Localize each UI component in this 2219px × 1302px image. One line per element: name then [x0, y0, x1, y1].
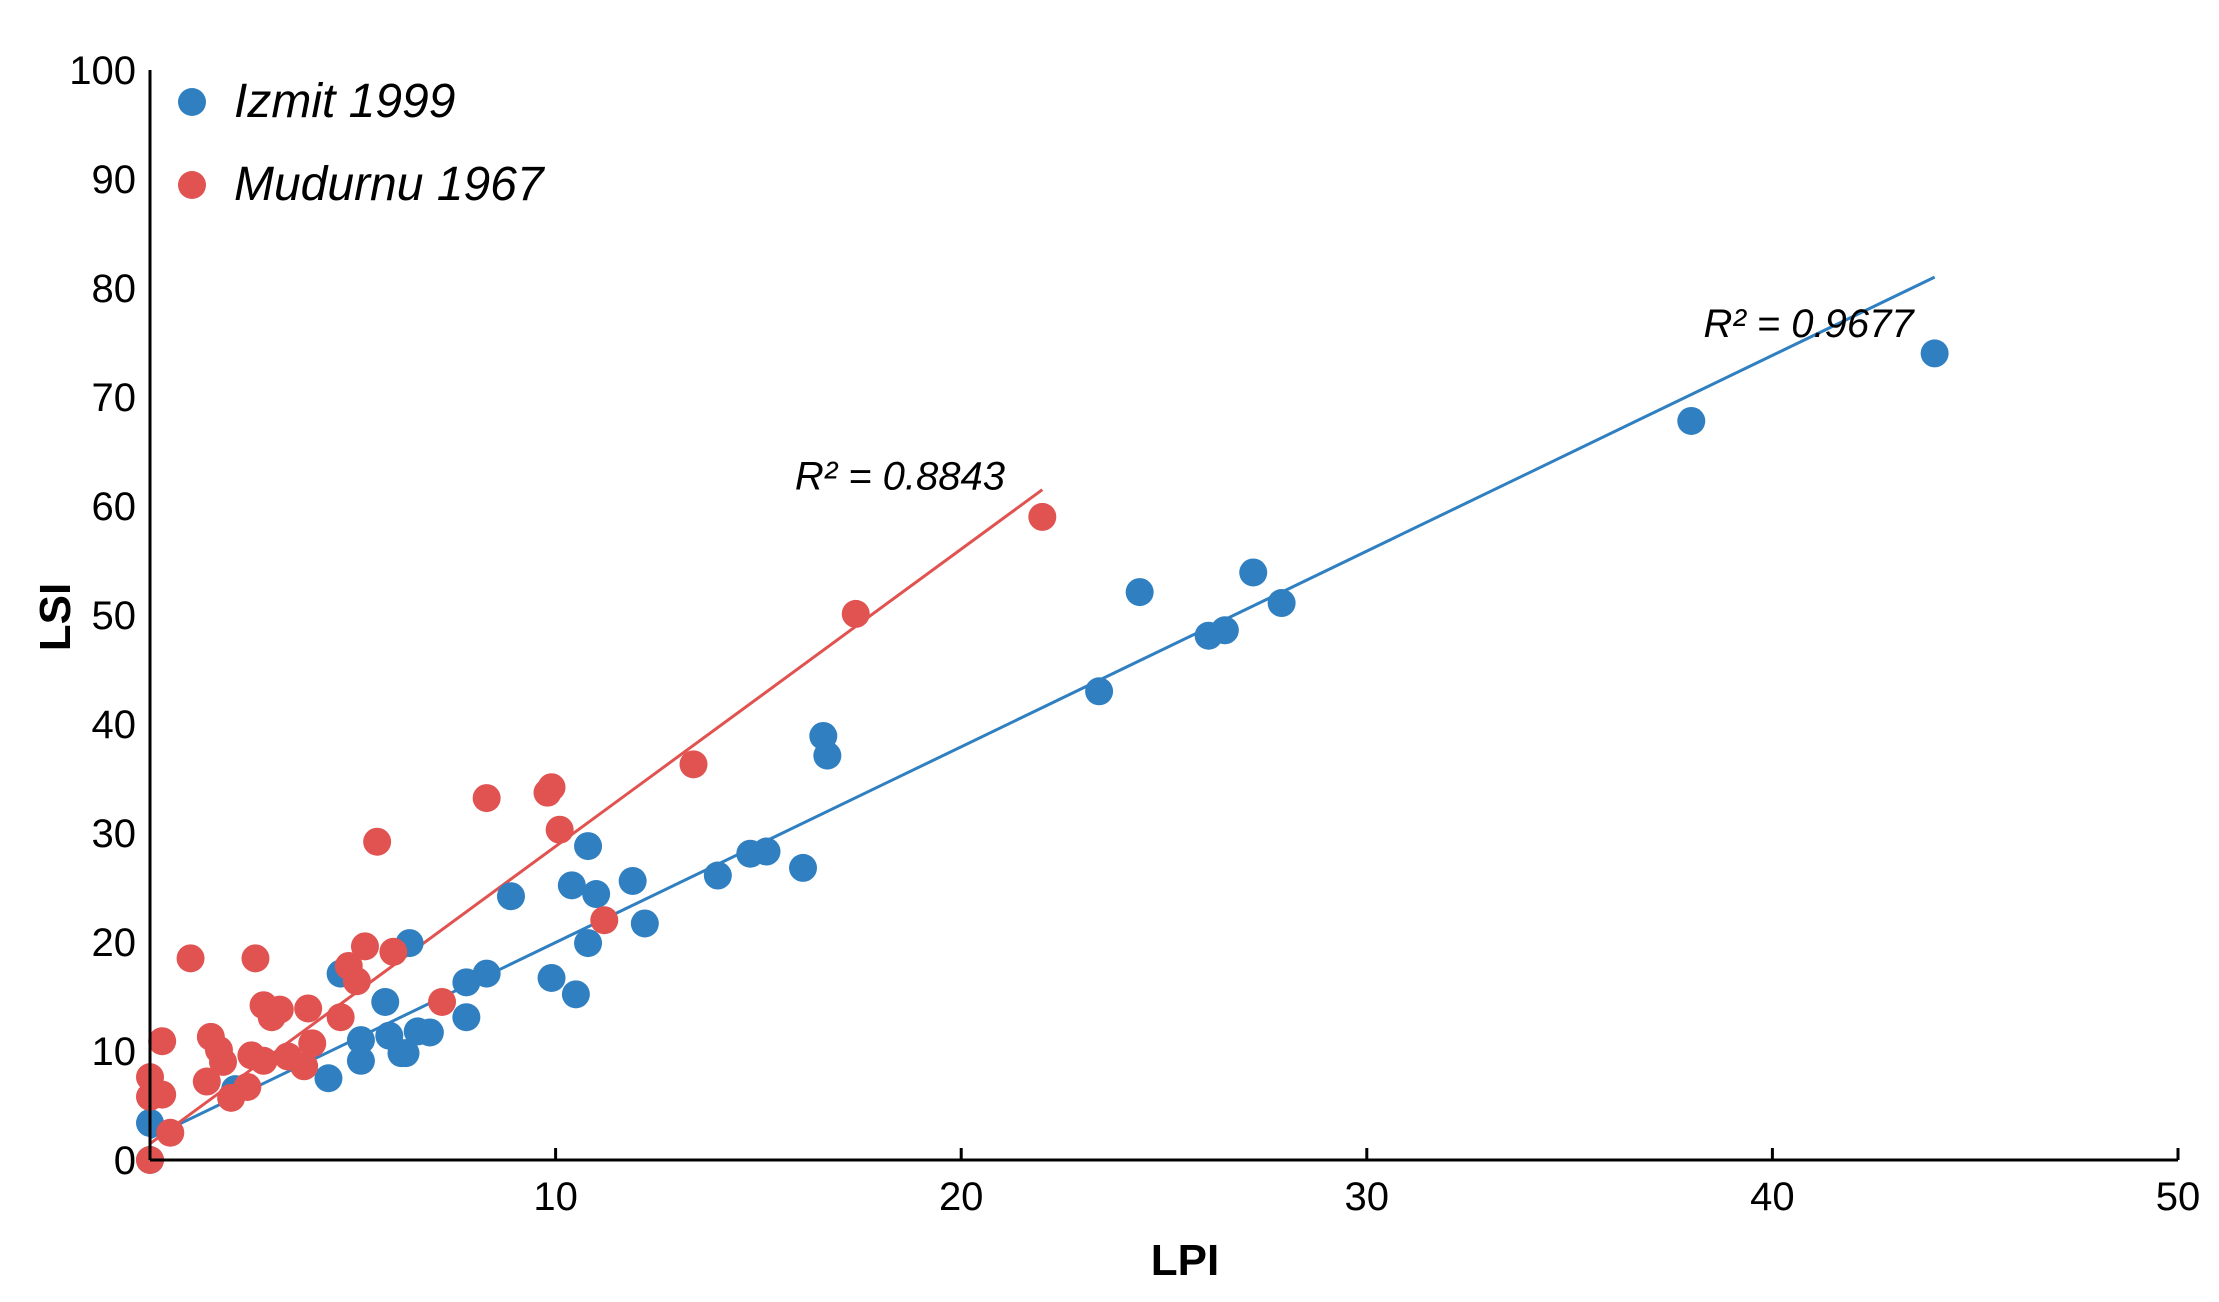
point-mudurnu — [176, 944, 205, 973]
point-mudurnu — [342, 967, 371, 996]
point-mudurnu — [326, 1003, 355, 1032]
point-izmit — [472, 959, 501, 988]
x-tick-label: 20 — [939, 1175, 984, 1219]
r2-label-mudurnu: R² = 0.8843 — [795, 455, 1005, 499]
point-mudurnu — [298, 1029, 327, 1058]
tick-labels: 10 20 30 40 50 0 10 20 30 40 50 60 70 80 90 100 — [69, 49, 2200, 1219]
y-tick-label: 30 — [92, 812, 137, 856]
point-izmit — [415, 1018, 444, 1047]
point-mudurnu — [265, 995, 294, 1024]
point-mudurnu — [363, 827, 392, 856]
axes — [148, 70, 2178, 1162]
legend-marker-izmit — [178, 88, 206, 116]
point-izmit — [1085, 677, 1114, 706]
point-izmit — [1125, 578, 1154, 607]
point-izmit — [582, 880, 611, 909]
x-tick-label: 30 — [1345, 1175, 1390, 1219]
point-mudurnu — [1028, 502, 1057, 531]
point-izmit — [789, 853, 818, 882]
y-tick-label: 0 — [114, 1139, 136, 1183]
point-mudurnu — [679, 750, 708, 779]
point-mudurnu — [472, 784, 501, 813]
point-izmit — [346, 1026, 375, 1055]
point-mudurnu — [841, 599, 870, 628]
point-izmit — [1267, 589, 1296, 618]
y-tick-label: 10 — [92, 1030, 137, 1074]
point-izmit — [537, 963, 566, 992]
point-mudurnu — [241, 944, 270, 973]
legend-label-izmit: Izmit 1999 — [234, 75, 455, 128]
point-mudurnu — [350, 932, 379, 961]
point-izmit — [630, 909, 659, 938]
y-tick-label: 40 — [92, 703, 137, 747]
point-mudurnu — [249, 1046, 278, 1075]
point-izmit — [1239, 558, 1268, 587]
point-izmit — [574, 929, 603, 958]
point-mudurnu — [192, 1067, 221, 1096]
point-izmit — [752, 837, 781, 866]
y-tick-label: 90 — [92, 158, 137, 202]
point-mudurnu — [294, 994, 323, 1023]
legend: Izmit 1999 Mudurnu 1967 — [178, 75, 546, 211]
trendline-mudurnu — [149, 488, 1044, 1145]
point-izmit — [1920, 339, 1949, 368]
y-tick-label: 100 — [69, 49, 136, 93]
point-izmit — [496, 882, 525, 911]
point-izmit — [561, 980, 590, 1009]
y-tick-label: 20 — [92, 921, 137, 965]
point-mudurnu — [545, 815, 574, 844]
legend-label-mudurnu: Mudurnu 1967 — [234, 158, 546, 211]
point-mudurnu — [209, 1047, 238, 1076]
point-mudurnu — [428, 987, 457, 1016]
x-tick-label: 50 — [2156, 1175, 2201, 1219]
data-points — [136, 339, 1949, 1174]
point-izmit — [452, 1003, 481, 1032]
y-axis-title: LSI — [31, 583, 80, 651]
point-izmit — [1210, 616, 1239, 645]
r2-label-izmit: R² = 0.9677 — [1703, 302, 1915, 346]
point-mudurnu — [290, 1052, 319, 1081]
y-tick-label: 60 — [92, 485, 137, 529]
point-izmit — [371, 987, 400, 1016]
point-izmit — [1677, 406, 1706, 435]
r-squared-labels: R² = 0.9677 R² = 0.8843 — [795, 302, 1915, 499]
point-izmit — [703, 861, 732, 890]
point-mudurnu — [537, 773, 566, 802]
point-mudurnu — [379, 937, 408, 966]
point-izmit — [346, 1046, 375, 1075]
point-izmit — [391, 1039, 420, 1068]
point-izmit — [618, 866, 647, 895]
x-tick-label: 40 — [1750, 1175, 1795, 1219]
point-mudurnu — [233, 1072, 262, 1101]
point-mudurnu — [590, 906, 619, 935]
x-axis-title: LPI — [1151, 1236, 1219, 1285]
point-mudurnu — [148, 1027, 177, 1056]
trendline-izmit — [149, 275, 1936, 1140]
trendlines — [149, 275, 1936, 1145]
point-mudurnu — [148, 1080, 177, 1109]
legend-marker-mudurnu — [178, 171, 206, 199]
y-tick-label: 70 — [92, 376, 137, 420]
point-izmit — [813, 741, 842, 770]
y-tick-label: 50 — [92, 594, 137, 638]
point-izmit — [314, 1064, 343, 1093]
y-tick-label: 80 — [92, 267, 137, 311]
point-izmit — [557, 871, 586, 900]
point-izmit — [574, 832, 603, 861]
point-mudurnu — [156, 1118, 185, 1147]
x-tick-label: 10 — [533, 1175, 578, 1219]
